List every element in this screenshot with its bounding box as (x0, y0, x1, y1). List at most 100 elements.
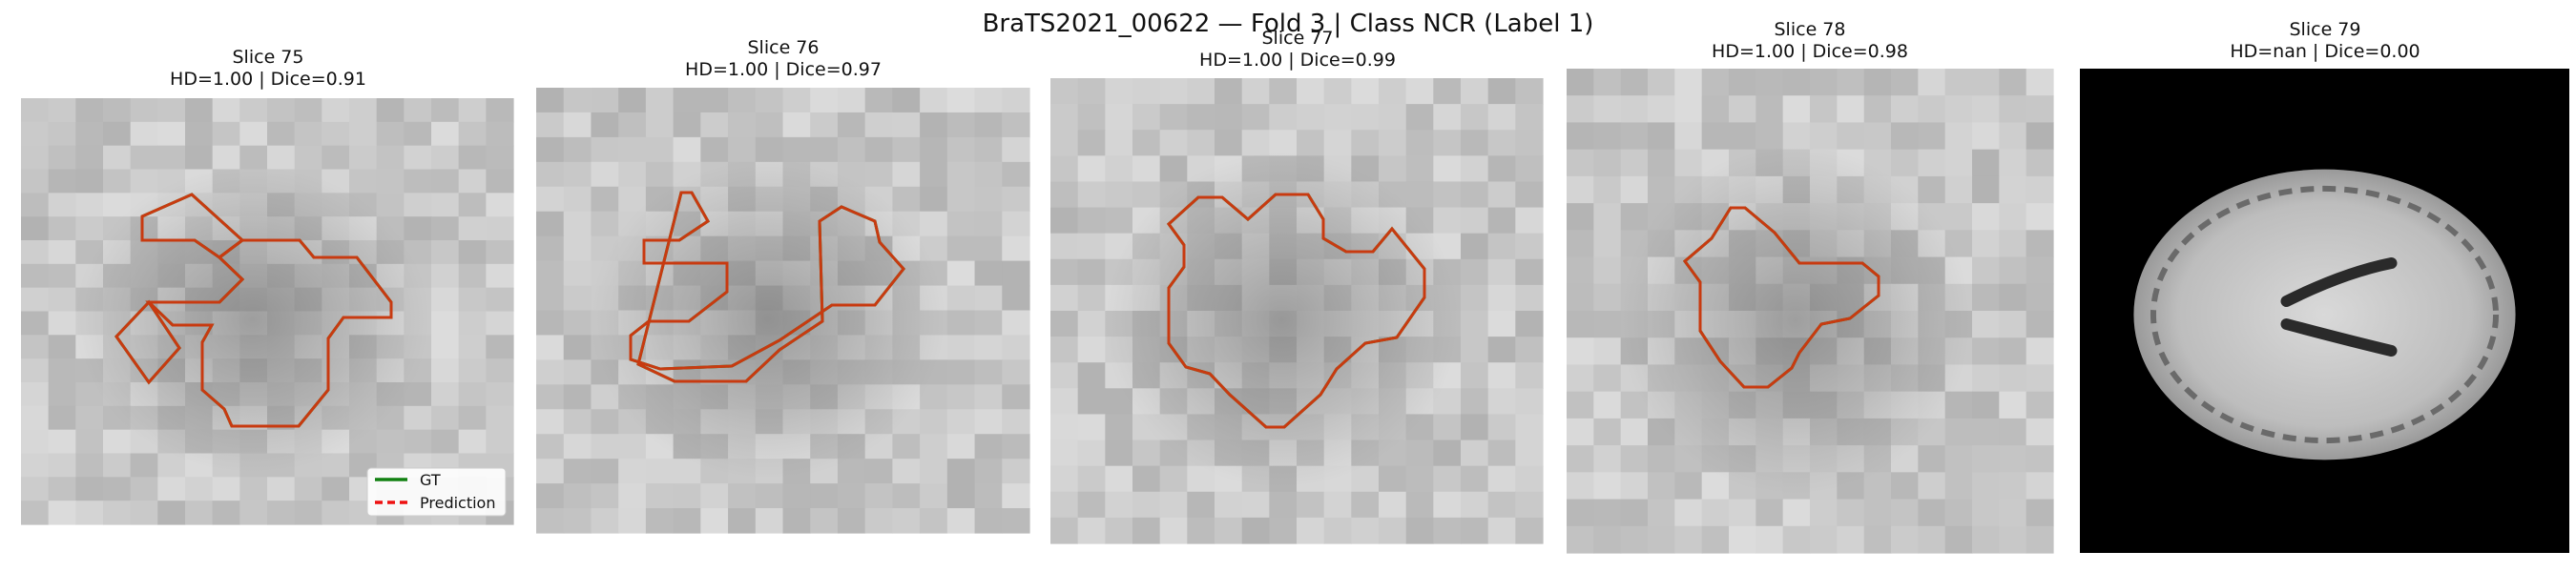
slice-pixel (1593, 391, 1622, 419)
slice-pixel (1863, 122, 1892, 151)
slice-pixel (810, 112, 839, 138)
slice-pixel (1323, 491, 1352, 519)
slice-pixel (1461, 337, 1489, 363)
slice-pixel (1215, 517, 1243, 544)
slice-pixel (1810, 499, 1838, 527)
slice-pixel (1891, 472, 1919, 500)
slice-pixel (1050, 181, 1079, 209)
slice-pixel (1944, 203, 1973, 231)
slice-pixel (1461, 233, 1489, 260)
slice-pixel (185, 121, 214, 147)
legend-prediction-label: Prediction (420, 494, 495, 512)
slice-pixel (1241, 491, 1270, 519)
slice-pixel (21, 358, 50, 383)
slice-pixel (645, 459, 675, 484)
slice-pixel (563, 335, 592, 360)
slice-pixel (1433, 439, 1462, 467)
slice-pixel (1972, 499, 2000, 527)
slice-image (1050, 78, 1544, 544)
slice-pixel (376, 193, 405, 217)
slice-pixel (645, 161, 675, 188)
slice-pixel (1701, 69, 1730, 96)
slice-pixel (1297, 517, 1325, 544)
slice-pixel (946, 359, 976, 385)
slice-pixel (864, 161, 893, 188)
slice-pixel (2025, 525, 2054, 554)
slice-pixel (376, 429, 405, 455)
slice-pixel (1461, 311, 1489, 337)
slice-pixel (21, 240, 50, 265)
slice-pixel (1487, 284, 1516, 312)
slice-pixel (458, 263, 487, 289)
slice-pixel (239, 477, 268, 501)
slice-pixel (458, 145, 487, 171)
slice-pixel (782, 112, 811, 138)
slice-pixel (1159, 465, 1188, 493)
slice-pixel (1077, 311, 1106, 337)
slice-pixel (892, 508, 921, 534)
slice-pixel (486, 216, 514, 241)
slice-pixel (1379, 465, 1407, 493)
slice-pixel (892, 136, 921, 163)
slice-pixel (2025, 230, 2054, 258)
slice-pixel (1269, 130, 1298, 156)
slice-pixel (1379, 78, 1407, 105)
slice-pixel (1944, 69, 1973, 96)
slice-pixel (1593, 525, 1622, 554)
slice-pixel (1918, 525, 1946, 554)
slice-pixel (1567, 525, 1594, 554)
slice-pixel (536, 434, 565, 460)
slice-pixel (1620, 472, 1649, 500)
slice-pixel (1515, 337, 1544, 363)
slice-pixel (974, 161, 1003, 188)
prediction-contour-segment (114, 299, 181, 385)
slice-pixel (103, 121, 132, 147)
slice-pixel (1999, 499, 2027, 527)
slice-pixel (458, 429, 487, 455)
slice-pixel (974, 285, 1003, 312)
slice-pixel (2025, 95, 2054, 124)
slice-pixel (1620, 95, 1649, 124)
slice-pixel (563, 211, 592, 237)
slice-pixel (1999, 311, 2027, 338)
slice-pixel (1487, 311, 1516, 337)
slice-pixel (1405, 439, 1434, 467)
slice-image (2080, 69, 2569, 553)
slice-pixel (536, 409, 565, 435)
slice-pixel (1379, 130, 1407, 156)
slice-pixel (1620, 525, 1649, 554)
slice-pixel (974, 508, 1003, 534)
slice-pixel (1972, 175, 2000, 204)
slice-pixel (1351, 130, 1380, 156)
slice-pixel (267, 500, 296, 525)
slice-pixel (157, 121, 186, 147)
slice-pixel (1674, 499, 1703, 527)
slice-pixel (591, 409, 619, 435)
brain-outline (2133, 169, 2516, 460)
slice-pixel (974, 483, 1003, 509)
slice-pixel (728, 112, 757, 138)
slice-pixel (1648, 95, 1675, 124)
slice-pixel (1002, 161, 1030, 188)
slice-pixel (837, 483, 866, 509)
slice-pixel (1002, 112, 1030, 138)
slice-pixel (1002, 136, 1030, 163)
slice-pixel (1461, 181, 1489, 209)
slice-pixel (1999, 95, 2027, 124)
slice-pixel (1187, 517, 1215, 544)
slice-pixel (431, 193, 460, 217)
slice-pixel (618, 483, 647, 509)
slice-pixel (1515, 130, 1544, 156)
slice-pixel (1782, 499, 1811, 527)
slice-pixel (1999, 337, 2027, 366)
slice-pixel (1105, 78, 1133, 105)
slice-pixel (376, 98, 405, 123)
slice-pixel (1972, 472, 2000, 500)
slice-pixel (322, 500, 350, 525)
slice-pixel (2025, 472, 2054, 500)
slice-pixel (974, 88, 1003, 113)
slice-pixel (1050, 517, 1079, 544)
slice-pixel (536, 186, 565, 213)
prediction-contour (1166, 193, 1426, 429)
slice-pixel (1105, 414, 1133, 441)
